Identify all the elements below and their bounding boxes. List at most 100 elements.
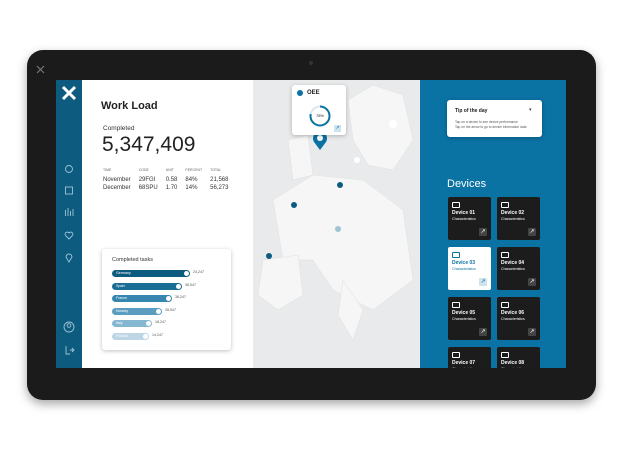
column-header: CODE (138, 168, 149, 172)
tip-card: Tip of the day ▾ Tap on a device to see … (447, 100, 542, 137)
device-icon (501, 252, 509, 258)
device-arrow[interactable]: ↗ (479, 228, 487, 236)
device-icon (452, 302, 460, 308)
summary-label: Completed (103, 125, 135, 132)
device-subtitle: Characteristics (452, 317, 476, 321)
device-name: Device 03 (452, 260, 476, 266)
device-tile[interactable]: Device 06 Characteristics ↗ (497, 297, 540, 340)
device-tile[interactable]: Device 02 Characteristics ↗ (497, 197, 540, 240)
task-bar: Italy (112, 320, 152, 328)
column-header: TIME (103, 168, 112, 172)
device-tile[interactable]: Device 04 Characteristics ↗ (497, 247, 540, 290)
devices-panel: Tip of the day ▾ Tap on a device to see … (420, 80, 566, 368)
tasks-title: Completed tasks (112, 257, 153, 263)
task-value: 38,547 (185, 282, 196, 287)
device-tile[interactable]: Device 08Characteristics↗ (497, 347, 540, 368)
device-name: Device 05 (452, 310, 476, 316)
device-arrow[interactable]: ↗ (528, 228, 536, 236)
device-subtitle: Characteristics (501, 367, 525, 368)
device-name: Device 04 (501, 260, 525, 266)
panel-title: Work Load (101, 100, 158, 112)
task-bar: France (112, 295, 172, 303)
table-cell: 1.70 (165, 185, 178, 191)
task-bar: Germany (112, 270, 190, 277)
table-cell: 14% (185, 185, 198, 191)
device-name: Device 01 (452, 210, 476, 216)
tasks-card: Completed tasks Germany 24,247 Spain 38,547… (102, 249, 231, 350)
task-knob (156, 308, 161, 314)
task-bar: Spain (112, 282, 182, 290)
device-icon (452, 352, 460, 358)
tip-line: Tap on the arrow to go to device informa… (455, 125, 527, 129)
screen: Work Load Completed 5,347,409 TIME CODE UN… (56, 80, 566, 368)
task-knob (143, 334, 148, 339)
task-bar: Norway (112, 307, 162, 315)
device-icon (452, 252, 460, 258)
table-header: TIME CODE UNIT PERCENT TOTAL (103, 168, 236, 176)
camera (309, 61, 313, 65)
table-cell: 29FGI (138, 177, 156, 183)
data-table: TIME CODE UNIT PERCENT TOTAL November 29FGI 0.… (103, 168, 236, 192)
oee-ring (309, 105, 331, 127)
task-knob (146, 321, 151, 327)
map-graphic (257, 84, 414, 341)
device-icon (501, 302, 509, 308)
tip-caret[interactable]: ▾ (529, 107, 532, 113)
task-knob (184, 271, 189, 276)
device-name: Device 08 (501, 360, 525, 366)
tip-line: Tap on a device to see device performanc… (455, 120, 518, 124)
table-cell: 0.58 (165, 177, 178, 183)
device-subtitle: Characteristics (501, 317, 525, 321)
oee-label: OEE (307, 90, 320, 96)
task-value: 14,247 (152, 333, 163, 337)
task-value: 24,247 (193, 270, 204, 274)
task-value: 18,247 (155, 320, 166, 325)
device-icon (501, 202, 509, 208)
table-cell: December (103, 185, 131, 191)
column-header: PERCENT (185, 168, 203, 172)
task-value: 38,247 (175, 295, 186, 300)
summary-value: 5,347,409 (102, 133, 196, 156)
task-bar: Finland (112, 333, 149, 340)
column-header: TOTAL (210, 168, 222, 172)
table-cell: 21,568 (210, 177, 229, 183)
device-icon (501, 352, 509, 358)
task-value: 28,547 (165, 307, 176, 312)
table-cell: 68SPU (138, 185, 158, 191)
task-knob (176, 283, 181, 289)
workload-panel: Work Load Completed 5,347,409 TIME CODE UN… (82, 80, 253, 368)
device-arrow[interactable]: ↗ (479, 278, 487, 286)
device-name: Device 06 (501, 310, 525, 316)
table-row: November 29FGI 0.58 84% 21,568 (103, 176, 236, 184)
oee-arrow[interactable]: ↗ (334, 125, 341, 132)
device-arrow[interactable]: ↗ (479, 328, 487, 336)
sidebar (56, 80, 82, 368)
device-arrow[interactable]: ↗ (528, 328, 536, 336)
device-arrow[interactable]: ↗ (528, 278, 536, 286)
close-icon[interactable] (35, 64, 47, 76)
task-knob (166, 296, 171, 302)
device-name: Device 07 (452, 360, 476, 366)
device-name: Device 02 (501, 210, 525, 216)
table-cell: 84% (185, 177, 198, 183)
tip-title: Tip of the day (455, 108, 488, 114)
device-tile[interactable]: Device 03 Characteristics ↗ (448, 247, 491, 290)
map: OEE 78% ↗ (253, 80, 420, 368)
device-tile[interactable]: Device 05 Characteristics ↗ (448, 297, 491, 340)
device-icon (452, 202, 460, 208)
device-tile[interactable]: Device 01 Characteristics ↗ (448, 197, 491, 240)
device-tile[interactable]: Device 07Characteristics↗ (448, 347, 491, 368)
oee-dot (297, 90, 303, 96)
device-grid: Device 01 Characteristics ↗ Device 02 Charac… (420, 80, 566, 368)
table-row: December 68SPU 1.70 14% 56,273 (103, 184, 236, 192)
oee-card: OEE 78% ↗ (292, 85, 346, 135)
devices-title: Devices (447, 178, 487, 190)
oee-value: 78% (315, 113, 324, 118)
table-body: November 29FGI 0.58 84% 21,568 December 68SPU 1… (103, 176, 236, 192)
device-subtitle: Characteristics (452, 367, 476, 368)
table-cell: 56,273 (210, 185, 229, 191)
device-subtitle: Characteristics (501, 217, 525, 221)
column-header: UNIT (165, 168, 174, 172)
device-subtitle: Characteristics (452, 267, 476, 271)
